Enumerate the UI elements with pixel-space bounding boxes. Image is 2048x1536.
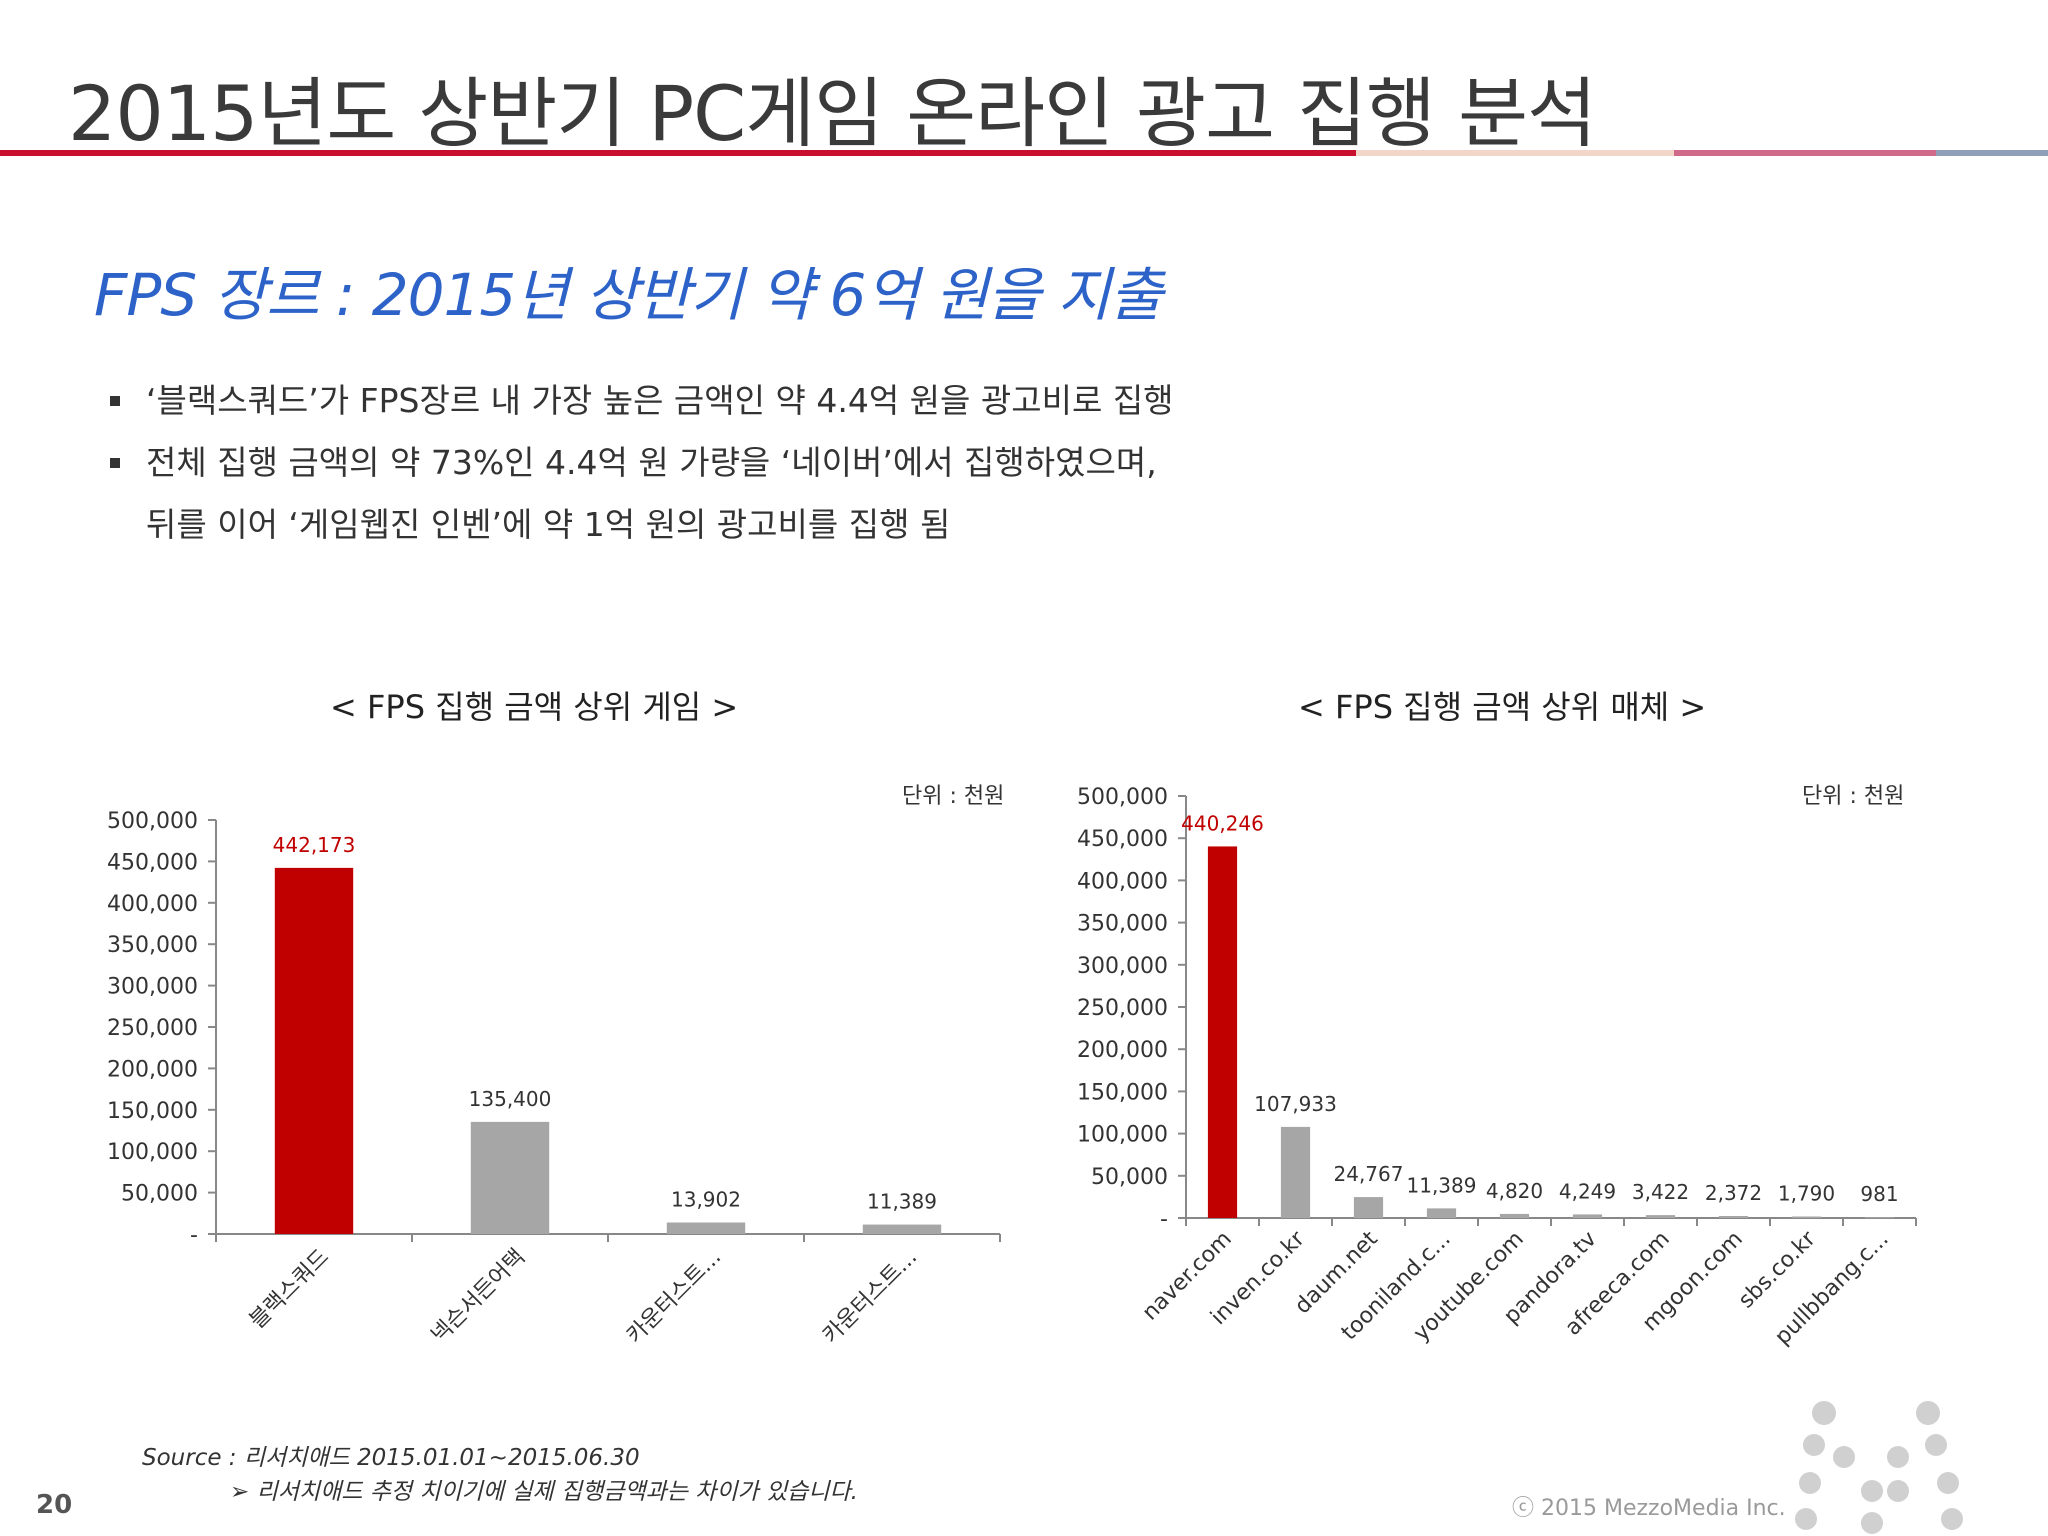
section-subtitle: FPS 장르 : 2015년 상반기 약 6억 원을 지출 bbox=[94, 261, 1163, 329]
y-tick-label: 300,000 bbox=[107, 975, 198, 1000]
chart-1-unit: 단위 : 천원 bbox=[902, 784, 1005, 809]
bar-4 bbox=[862, 1224, 942, 1234]
data-label-5: 4,820 bbox=[1486, 1179, 1543, 1203]
bullet-text-3: 뒤를 이어 ‘게임웹진 인벤’에 약 1억 원의 광고비를 집행 됨 bbox=[146, 505, 951, 544]
bar-1 bbox=[274, 867, 354, 1234]
chart-1-title: < FPS 집행 금액 상위 게임 > bbox=[330, 688, 739, 726]
data-label-4: 11,389 bbox=[867, 1190, 937, 1214]
data-label-6: 4,249 bbox=[1559, 1179, 1616, 1203]
data-label-1: 440,246 bbox=[1181, 811, 1264, 835]
y-tick-label: 450,000 bbox=[107, 850, 198, 875]
y-tick-label: 100,000 bbox=[1077, 1123, 1168, 1148]
data-label-3: 24,767 bbox=[1334, 1162, 1404, 1186]
source-note: ➢ 리서치애드 추정 치이기에 실제 집행금액과는 차이가 있습니다. bbox=[230, 1479, 858, 1505]
y-tick-label: 50,000 bbox=[121, 1182, 198, 1207]
chart-1-top-games: - 50,000 100,000 150,000 200,000 250,000 300,0… bbox=[107, 809, 1001, 1349]
decorative-dots-logo bbox=[1795, 1401, 1963, 1534]
data-label-9: 1,790 bbox=[1778, 1181, 1835, 1205]
y-tick-label: 250,000 bbox=[107, 1016, 198, 1041]
title-rule-accent-1 bbox=[1356, 150, 1674, 156]
y-tick-label: - bbox=[1160, 1207, 1168, 1232]
bar-9 bbox=[1791, 1216, 1822, 1218]
y-tick-label: 100,000 bbox=[107, 1140, 198, 1165]
category-label-3: 카운터스트... bbox=[622, 1245, 726, 1349]
bullet-text-1: ‘블랙스쿼드’가 FPS장르 내 가장 높은 금액인 약 4.4억 원을 광고비… bbox=[146, 381, 1174, 420]
y-tick-label: 500,000 bbox=[107, 809, 198, 834]
y-tick-label: 200,000 bbox=[1077, 1038, 1168, 1063]
bullet-item-1: ‘블랙스쿼드’가 FPS장르 내 가장 높은 금액인 약 4.4억 원을 광고비… bbox=[110, 370, 1174, 432]
y-tick-label: 450,000 bbox=[1077, 827, 1168, 852]
title-rule-accent-3 bbox=[1936, 150, 2048, 156]
square-bullet-icon bbox=[110, 458, 120, 468]
category-label-2: 넥슨서든어택 bbox=[427, 1245, 531, 1349]
y-tick-label: 250,000 bbox=[1077, 996, 1168, 1021]
chart-2-unit: 단위 : 천원 bbox=[1802, 784, 1905, 809]
bar-4 bbox=[1426, 1208, 1457, 1218]
data-label-7: 3,422 bbox=[1632, 1180, 1689, 1204]
source-text: Source : 리서치애드 2015.01.01~2015.06.30 bbox=[142, 1445, 640, 1471]
page-title: 2015년도 상반기 PC게임 온라인 광고 집행 분석 bbox=[68, 69, 1597, 158]
page-number: 20 bbox=[36, 1490, 73, 1520]
y-tick-label: 50,000 bbox=[1091, 1165, 1168, 1190]
bar-3 bbox=[1353, 1197, 1384, 1218]
data-label-10: 981 bbox=[1860, 1182, 1898, 1206]
copyright-text: ⓒ 2015 MezzoMedia Inc. bbox=[1512, 1496, 1786, 1521]
y-tick-label: 400,000 bbox=[1077, 869, 1168, 894]
bar-1 bbox=[1207, 846, 1238, 1218]
bar-2 bbox=[470, 1121, 550, 1234]
data-label-1: 442,173 bbox=[273, 833, 356, 857]
y-tick-label: 300,000 bbox=[1077, 954, 1168, 979]
bar-5 bbox=[1499, 1213, 1530, 1218]
y-tick-label: 150,000 bbox=[107, 1099, 198, 1124]
bullet-item-2-continued: 뒤를 이어 ‘게임웹진 인벤’에 약 1억 원의 광고비를 집행 됨 bbox=[110, 494, 1174, 556]
bar-2 bbox=[1280, 1126, 1311, 1218]
y-tick-label: - bbox=[190, 1223, 198, 1248]
y-tick-label: 350,000 bbox=[1077, 912, 1168, 937]
data-label-4: 11,389 bbox=[1407, 1173, 1477, 1197]
data-label-2: 107,933 bbox=[1254, 1092, 1337, 1116]
title-rule bbox=[0, 150, 1356, 156]
category-label-1: 블랙스쿼드 bbox=[245, 1245, 334, 1334]
bar-6 bbox=[1572, 1214, 1603, 1218]
y-tick-label: 500,000 bbox=[1077, 785, 1168, 810]
data-label-2: 135,400 bbox=[469, 1087, 552, 1111]
bullet-text-2: 전체 집행 금액의 약 73%인 4.4억 원 가량을 ‘네이버’에서 집행하였… bbox=[146, 443, 1157, 482]
category-label-4: 카운터스트... bbox=[818, 1245, 922, 1349]
y-tick-label: 200,000 bbox=[107, 1057, 198, 1082]
bar-3 bbox=[666, 1222, 746, 1234]
square-bullet-icon bbox=[110, 396, 120, 406]
y-tick-label: 350,000 bbox=[107, 933, 198, 958]
bar-10 bbox=[1864, 1217, 1895, 1219]
y-tick-label: 400,000 bbox=[107, 892, 198, 917]
data-label-8: 2,372 bbox=[1705, 1181, 1762, 1205]
bar-7 bbox=[1645, 1215, 1676, 1218]
bullet-item-2: 전체 집행 금액의 약 73%인 4.4억 원 가량을 ‘네이버’에서 집행하였… bbox=[110, 432, 1174, 494]
chart-2-top-media: - 50,000 100,000 150,000 200,000 250,000 300,0… bbox=[1077, 785, 1917, 1350]
data-label-3: 13,902 bbox=[671, 1187, 741, 1211]
bullet-list: ‘블랙스쿼드’가 FPS장르 내 가장 높은 금액인 약 4.4억 원을 광고비… bbox=[110, 370, 1174, 556]
y-tick-label: 150,000 bbox=[1077, 1080, 1168, 1105]
bar-8 bbox=[1718, 1215, 1749, 1218]
title-rule-accent-2 bbox=[1674, 150, 1936, 156]
chart-2-title: < FPS 집행 금액 상위 매체 > bbox=[1298, 688, 1707, 726]
